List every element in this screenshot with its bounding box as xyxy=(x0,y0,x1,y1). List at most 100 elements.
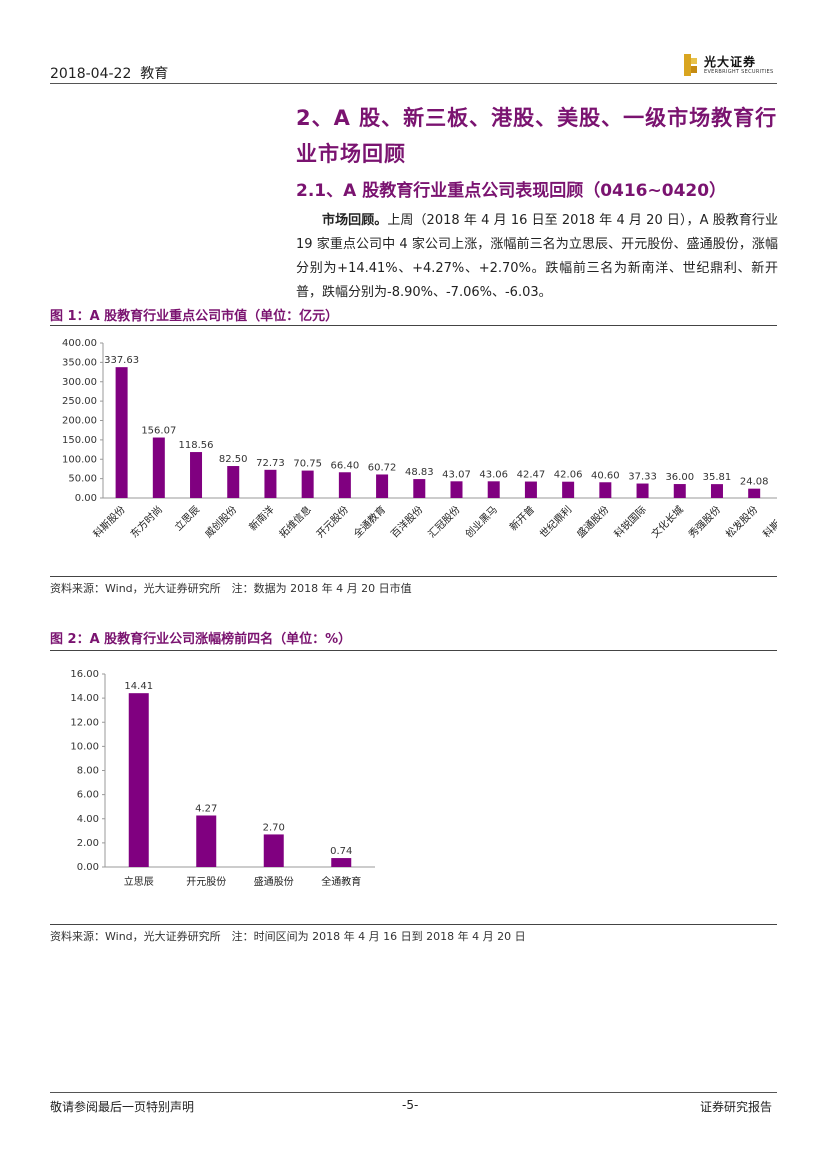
market-review-paragraph: 市场回顾。上周（2018 年 4 月 16 日至 2018 年 4 月 20 日… xyxy=(296,209,778,305)
chart1-category-label: 科斯股份 xyxy=(90,503,127,540)
chart1-bar xyxy=(264,469,277,498)
chart1-category-label: 立思辰 xyxy=(172,503,202,533)
chart2-y-tick-label: 0.00 xyxy=(77,862,99,873)
figure1-title: 图 1：A 股教育行业重点公司市值（单位：亿元） xyxy=(50,309,339,324)
chart1-data-label: 43.07 xyxy=(442,469,471,480)
chart1-data-label: 60.72 xyxy=(368,462,397,473)
chart1-data-label: 66.40 xyxy=(331,460,360,471)
chart1-bar xyxy=(376,474,389,498)
chart2-bar xyxy=(331,858,352,867)
header-date-category: 2018-04-22 教育 xyxy=(50,63,168,83)
header-divider xyxy=(50,83,777,84)
chart1-y-tick-label: 400.00 xyxy=(62,338,97,349)
chart2-category-label: 开元股份 xyxy=(186,876,226,888)
chart1-category-label: 威创股份 xyxy=(202,503,239,540)
brand-name-en: EVERBRIGHT SECURITIES xyxy=(704,69,774,75)
chart1-data-label: 43.06 xyxy=(479,469,508,480)
chart2-category-label: 立思辰 xyxy=(124,875,154,888)
page-number: -5- xyxy=(402,1098,419,1112)
report-category: 教育 xyxy=(140,66,169,82)
chart1-data-label: 118.56 xyxy=(179,440,214,451)
chart1-data-label: 337.63 xyxy=(104,355,139,366)
footer-divider xyxy=(50,1092,777,1093)
chart1-bar xyxy=(190,452,203,498)
chart1-y-tick-label: 200.00 xyxy=(62,416,97,427)
chart1-category-label: 开元股份 xyxy=(314,504,351,541)
chart1-category-label: 科锐国际 xyxy=(611,503,648,540)
section-subtitle: 2.1、A 股教育行业重点公司表现回顾（0416~0420） xyxy=(296,181,727,201)
figure1-bar-chart: 0.00 50.00 100.00 150.00 200.00 250.00 300.00 3… xyxy=(62,338,777,541)
chart1-data-label: 48.83 xyxy=(405,467,434,478)
chart1-data-label: 42.06 xyxy=(554,470,583,481)
chart1-data-label: 70.75 xyxy=(293,459,322,470)
figure1-source: 资料来源：Wind，光大证券研究所 注：数据为 2018 年 4 月 20 日市… xyxy=(50,582,412,595)
report-date: 2018-04-22 xyxy=(50,66,132,82)
chart1-bar xyxy=(748,488,761,498)
chart1-category-label: 盛通股份 xyxy=(574,503,611,540)
footer-report-type: 证券研究报告 xyxy=(700,1100,773,1114)
section-title: 2、A 股、新三板、港股、美股、一级市场教育行业市场回顾 xyxy=(296,106,778,166)
chart2-y-tick-label: 10.00 xyxy=(70,741,99,752)
chart1-data-label: 40.60 xyxy=(591,470,620,481)
chart2-category-label: 全通教育 xyxy=(321,875,361,888)
figure2-bar-chart: 0.00 2.00 4.00 6.00 8.00 10.00 12.00 14.00 16.00… xyxy=(70,669,375,888)
chart2-bar xyxy=(128,693,149,867)
chart1-y-tick-label: 150.00 xyxy=(62,435,97,446)
chart2-data-label: 14.41 xyxy=(124,681,153,692)
chart1-y-tick-label: 100.00 xyxy=(62,454,97,465)
brand-name-cn: 光大证券 xyxy=(704,55,757,69)
chart1-bar xyxy=(710,484,723,498)
chart1-category-label: 新南洋 xyxy=(246,503,276,533)
chart1-bar xyxy=(115,367,128,498)
chart2-bar xyxy=(196,815,217,867)
brand-mark-icon xyxy=(684,54,697,76)
chart1-data-label: 35.81 xyxy=(703,472,732,483)
chart2-y-tick-label: 2.00 xyxy=(77,838,99,849)
chart2-data-label: 4.27 xyxy=(195,803,217,814)
chart1-data-label: 82.50 xyxy=(219,454,248,465)
chart1-category-label: 汇冠股份 xyxy=(425,503,462,540)
chart1-category-label: 世纪鼎利 xyxy=(537,504,574,541)
chart2-y-tick-label: 4.00 xyxy=(77,814,99,825)
chart1-category-label: 拓维信息 xyxy=(276,503,313,540)
chart1-bar xyxy=(338,472,351,498)
chart1-y-tick-label: 250.00 xyxy=(62,396,97,407)
chart2-y-tick-label: 16.00 xyxy=(70,669,99,680)
chart1-bar xyxy=(599,482,612,498)
figure2-source: 资料来源：Wind，光大证券研究所 注：时间区间为 2018 年 4 月 16 … xyxy=(50,930,526,943)
chart1-category-label: 文化长城 xyxy=(648,503,685,540)
chart1-y-tick-label: 300.00 xyxy=(62,377,97,388)
chart1-bar xyxy=(562,481,575,498)
chart2-y-tick-label: 12.00 xyxy=(70,717,99,728)
figure2-top-rule xyxy=(50,650,777,651)
chart2-y-tick-label: 8.00 xyxy=(77,766,99,777)
chart2-category-label: 盛通股份 xyxy=(254,875,294,888)
chart1-bar xyxy=(450,481,463,498)
chart1-bar xyxy=(524,481,537,498)
chart1-data-label: 72.73 xyxy=(256,458,285,469)
chart1-category-label: 全通教育 xyxy=(351,503,388,540)
chart1-data-label: 36.00 xyxy=(665,472,694,483)
chart1-data-label: 37.33 xyxy=(628,472,657,483)
chart1-data-label: 42.47 xyxy=(517,470,546,481)
chart1-bar xyxy=(636,483,649,498)
brand-logo: 光大证券 EVERBRIGHT SECURITIES xyxy=(684,53,778,79)
chart1-y-tick-label: 350.00 xyxy=(62,357,97,368)
chart1-bar xyxy=(152,437,165,498)
chart1-data-label: 156.07 xyxy=(141,426,176,437)
chart2-bar xyxy=(263,834,284,867)
chart2-data-label: 2.70 xyxy=(263,822,285,833)
chart1-bar xyxy=(301,470,314,498)
chart1-category-label: 创业黑马 xyxy=(462,503,499,540)
chart1-y-tick-label: 0.00 xyxy=(75,493,97,504)
chart1-category-label: 松发股份 xyxy=(723,503,760,540)
chart1-bar xyxy=(227,466,240,498)
figure1-bottom-rule xyxy=(50,576,777,577)
chart1-bar xyxy=(413,479,426,498)
chart2-data-label: 0.74 xyxy=(330,846,352,857)
chart1-category-label: 科斯伍德 xyxy=(760,503,777,540)
footer-disclaimer: 敬请参阅最后一页特别声明 xyxy=(50,1100,195,1114)
chart1-category-label: 东方时尚 xyxy=(127,503,164,540)
chart1-bar xyxy=(487,481,500,498)
chart2-y-tick-label: 14.00 xyxy=(70,693,99,704)
